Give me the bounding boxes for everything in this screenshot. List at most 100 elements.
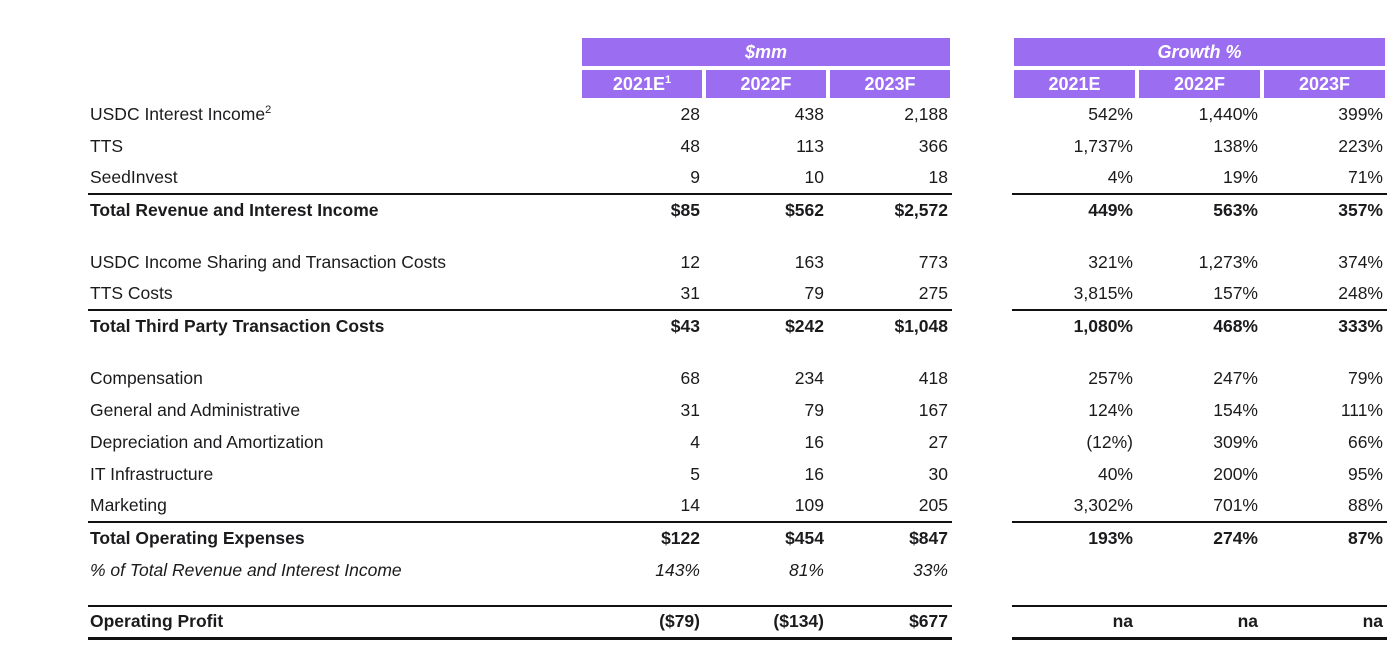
mm-2023f-value: 773 xyxy=(918,251,948,272)
section-spacer-row xyxy=(88,342,1387,362)
growth-2022f-value: 19% xyxy=(1222,167,1258,187)
row-seedinvest: SeedInvest 9 10 18 4% 19% 71% xyxy=(88,162,1387,194)
footnote-marker: 2 xyxy=(265,103,272,116)
mm-2021e-value: 31 xyxy=(680,283,700,303)
growth-2023f-value: 223% xyxy=(1338,135,1383,156)
mm-col-header-2021e: 2021E1 xyxy=(582,70,702,98)
growth-col-header-2021e: 2021E xyxy=(1014,70,1135,98)
mm-2023f-value: 418 xyxy=(918,367,948,388)
row-label: Marketing xyxy=(90,495,167,515)
row-general-and-administrative: General and Administrative 31 79 167 124… xyxy=(88,394,1387,426)
growth-2023f-value: 399% xyxy=(1338,103,1383,124)
mm-2021e-value: 28 xyxy=(680,103,700,124)
mm-2021e-value: $122 xyxy=(580,521,704,554)
column-gap xyxy=(952,394,1012,426)
growth-2021e-value: 4% xyxy=(1107,167,1133,187)
year-label: 2021E xyxy=(612,74,665,94)
growth-2023f-value: 79% xyxy=(1347,367,1383,388)
row-label: SeedInvest xyxy=(90,167,178,187)
row-usdc-interest-income: USDC Interest Income2 28 438 2,188 542% … xyxy=(88,98,1387,130)
row-total-revenue-and-interest-income: Total Revenue and Interest Income $85 $5… xyxy=(88,193,1387,226)
section-spacer-row xyxy=(88,226,1387,246)
row-label: IT Infrastructure xyxy=(90,463,214,484)
row-label: Operating Profit xyxy=(88,605,580,640)
column-gap xyxy=(952,490,1012,522)
growth-2021e-value: 124% xyxy=(1088,399,1133,420)
row-label: Compensation xyxy=(90,367,203,388)
mm-2021e-value: $85 xyxy=(580,193,704,226)
mm-2023f-value: 33% xyxy=(912,559,948,580)
mm-2023f-value: $1,048 xyxy=(828,309,952,342)
mm-2022f-value: 79 xyxy=(804,283,824,303)
growth-2021e-value: 193% xyxy=(1012,521,1137,554)
growth-2022f-value: 468% xyxy=(1137,309,1262,342)
mm-2023f-value: $2,572 xyxy=(828,193,952,226)
mm-2023f-value: 27 xyxy=(928,431,948,452)
column-gap xyxy=(952,38,1012,66)
mm-2023f-value: 205 xyxy=(918,495,948,515)
column-gap xyxy=(952,98,1012,130)
growth-2023f-value: 71% xyxy=(1347,167,1383,187)
mm-2022f-value: 10 xyxy=(804,167,824,187)
mm-2022f-value: 81% xyxy=(788,559,824,580)
growth-group-header: Growth % xyxy=(1014,38,1385,66)
mm-2022f-value: 109 xyxy=(794,495,824,515)
growth-2023f-value: 87% xyxy=(1262,521,1387,554)
column-gap xyxy=(952,362,1012,394)
growth-2021e-value: na xyxy=(1012,605,1137,640)
growth-2021e-value: 542% xyxy=(1088,103,1133,124)
growth-2023f-value: na xyxy=(1262,605,1387,640)
column-gap xyxy=(952,554,1012,586)
mm-2023f-value: $847 xyxy=(828,521,952,554)
column-gap xyxy=(952,458,1012,490)
growth-2022f-value: 1,273% xyxy=(1198,251,1258,272)
mm-2021e-value: $43 xyxy=(580,309,704,342)
mm-group-header: $mm xyxy=(582,38,950,66)
mm-2023f-value: 2,188 xyxy=(904,103,948,124)
growth-2023f-value: 357% xyxy=(1262,193,1387,226)
mm-2022f-value: $242 xyxy=(704,309,828,342)
growth-2022f-value: 138% xyxy=(1213,135,1258,156)
growth-2021e-value: (12%) xyxy=(1086,431,1133,452)
mm-2021e-value: 143% xyxy=(655,559,700,580)
financial-projections-table: $mm Growth % 2021E1 2022F 2023F 2021E 20… xyxy=(88,38,1387,640)
growth-2021e-value: 257% xyxy=(1088,367,1133,388)
mm-col-header-2023f: 2023F xyxy=(830,70,950,98)
growth-2022f-value: 200% xyxy=(1213,463,1258,484)
growth-2023f-value xyxy=(1262,554,1387,586)
mm-2022f-value: $562 xyxy=(704,193,828,226)
row-tts: TTS 48 113 366 1,737% 138% 223% xyxy=(88,130,1387,162)
mm-group-cell: $mm xyxy=(580,38,952,66)
mm-2022f-value: 234 xyxy=(794,367,824,388)
column-gap xyxy=(952,522,1012,554)
mm-2021e-value: 14 xyxy=(680,495,700,515)
row-label: TTS xyxy=(90,135,124,156)
row-total-operating-expenses: Total Operating Expenses $122 $454 $847 … xyxy=(88,521,1387,554)
growth-2022f-value: 154% xyxy=(1213,399,1258,420)
mm-2021e-value: 4 xyxy=(690,431,700,452)
row-label: % of Total Revenue and Interest Income xyxy=(90,559,402,580)
mm-2021e-value: 31 xyxy=(680,399,700,420)
growth-2023f-value: 333% xyxy=(1262,309,1387,342)
growth-col-header-2023f: 2023F xyxy=(1264,70,1385,98)
row-label: Total Operating Expenses xyxy=(88,521,580,554)
growth-2023f-value: 374% xyxy=(1338,251,1383,272)
mm-col-header-2022f: 2022F xyxy=(706,70,826,98)
row-pct-of-total-revenue-and-interest-income: % of Total Revenue and Interest Income 1… xyxy=(88,554,1387,586)
growth-2021e-value: 449% xyxy=(1012,193,1137,226)
growth-2022f-value: na xyxy=(1137,605,1262,640)
growth-2021e-value: 3,302% xyxy=(1073,495,1133,515)
column-gap xyxy=(952,310,1012,342)
column-gap xyxy=(952,278,1012,310)
column-gap xyxy=(952,426,1012,458)
growth-2023f-value: 248% xyxy=(1338,283,1383,303)
growth-2023f-value: 95% xyxy=(1347,463,1383,484)
mm-2022f-value: 438 xyxy=(794,103,824,124)
mm-2022f-value: 16 xyxy=(804,463,824,484)
footnote-marker: 1 xyxy=(664,74,672,86)
growth-group-cell: Growth % xyxy=(1012,38,1387,66)
row-compensation: Compensation 68 234 418 257% 247% 79% xyxy=(88,362,1387,394)
growth-col-header-2022f: 2022F xyxy=(1139,70,1260,98)
row-label: Total Revenue and Interest Income xyxy=(88,193,580,226)
